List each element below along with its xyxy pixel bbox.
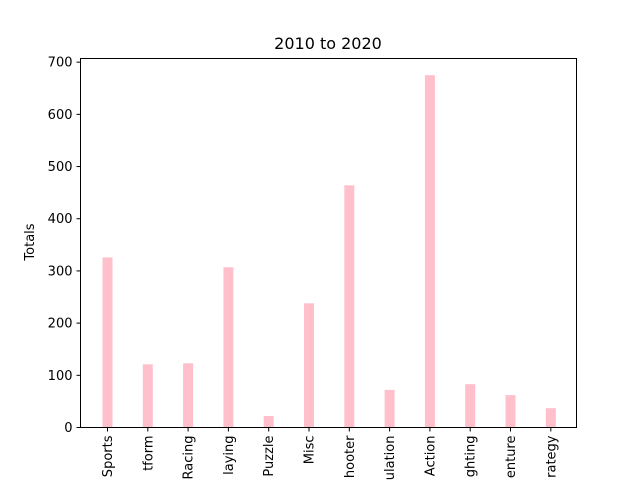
bar-platform [142, 364, 153, 428]
chart-title: 2010 to 2020 [274, 34, 382, 53]
bar-misc [304, 303, 314, 428]
bar-strategy [545, 408, 556, 428]
x-tick-label: Racing [182, 436, 197, 480]
x-tick-label: enture [504, 436, 519, 479]
x-axis: Sports tform Racing laying Puzzle Misc hooter u… [101, 427, 559, 480]
bar-racing [183, 363, 194, 428]
plot-frame [80, 58, 577, 428]
bar-action [424, 75, 435, 428]
y-tick-label: 600 [48, 108, 73, 123]
x-tick-label: Puzzle [262, 436, 277, 477]
bar-fighting [465, 384, 476, 428]
x-tick-label: hooter [343, 435, 358, 478]
y-tick-label: 500 [48, 160, 73, 175]
bar-role-playing [223, 267, 234, 428]
y-axis: 0 100 200 300 400 500 600 700 [48, 56, 81, 436]
y-tick-label: 700 [48, 56, 73, 71]
x-tick-label: ghting [464, 436, 479, 478]
y-tick-label: 100 [48, 369, 73, 384]
bar-sports [102, 257, 113, 428]
y-axis-label: Totals [23, 223, 38, 261]
bar-simulation [384, 389, 395, 428]
bar-adventure [505, 395, 516, 428]
x-tick-label: tform [141, 436, 156, 471]
x-tick-label: rategy [544, 435, 559, 478]
y-tick-label: 0 [64, 421, 72, 436]
x-tick-label: Sports [101, 435, 116, 477]
y-tick-label: 300 [48, 264, 73, 279]
x-tick-label: laying [222, 436, 237, 475]
bar-shooter [344, 185, 355, 428]
x-tick-label: ulation [383, 436, 398, 480]
y-tick-label: 400 [48, 212, 73, 227]
bars-group [102, 75, 556, 428]
y-tick-label: 200 [48, 317, 73, 332]
x-tick-label: Misc [303, 436, 318, 465]
x-tick-label: Action [423, 436, 438, 477]
bar-puzzle [263, 416, 274, 428]
